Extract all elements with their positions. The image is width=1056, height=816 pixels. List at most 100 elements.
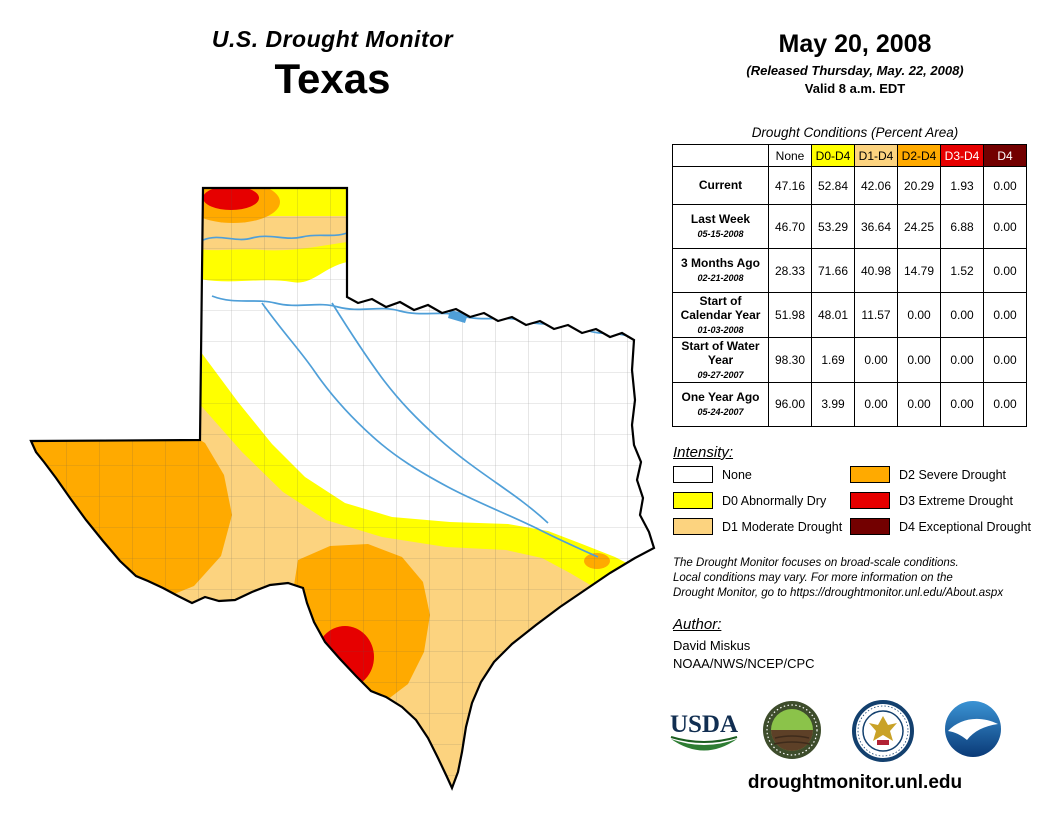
doc-eagle xyxy=(869,716,897,741)
legend-item-d1: D1 Moderate Drought xyxy=(673,518,843,535)
value-cell: 40.98 xyxy=(854,248,898,293)
col-header-d2-d4: D2-D4 xyxy=(897,144,941,167)
table-row-current: Current 47.16 52.84 42.06 20.29 1.93 0.0… xyxy=(672,166,1027,205)
value-cell: 46.70 xyxy=(768,204,812,249)
value-cell: 48.01 xyxy=(811,292,855,338)
table-corner-cell xyxy=(672,144,769,167)
usda-logo: USDA xyxy=(670,711,738,751)
ndmc-logo xyxy=(763,701,821,759)
ndmc-furrows xyxy=(773,735,811,745)
table-caption: Drought Conditions (Percent Area) xyxy=(751,125,959,140)
legend-item-d0: D0 Abnormally Dry xyxy=(673,492,843,509)
legend-column-1: None D0 Abnormally Dry D1 Moderate Droug… xyxy=(673,466,843,544)
report-date: May 20, 2008 xyxy=(778,30,932,58)
date-block: May 20, 2008 (Released Thursday, May. 22… xyxy=(690,30,1020,96)
usda-underline xyxy=(670,736,738,743)
disclaimer: The Drought Monitor focuses on broad-sca… xyxy=(673,556,1038,602)
noaa-seagull xyxy=(948,718,998,740)
value-cell: 96.00 xyxy=(768,381,812,427)
value-cell: 24.25 xyxy=(897,204,941,249)
value-cell: 0.00 xyxy=(983,381,1027,427)
row-label: Last Week 05-15-2008 xyxy=(672,204,769,249)
table-row-start-water-year: Start of Water Year 09-27-2007 98.30 1.69… xyxy=(672,336,1027,383)
legend-item-d2: D2 Severe Drought xyxy=(850,466,1040,483)
legend-column-2: D2 Severe Drought D3 Extreme Drought D4 … xyxy=(850,466,1040,544)
col-header-d1-d4: D1-D4 xyxy=(854,144,898,167)
d3-swatch xyxy=(850,492,890,509)
doc-ring-text xyxy=(857,705,909,757)
value-cell: 0.00 xyxy=(983,166,1027,205)
table-row-one-year-ago: One Year Ago 05-24-2007 96.00 3.99 0.00 0… xyxy=(672,381,1027,427)
usda-swoosh xyxy=(671,739,737,751)
d4-swatch xyxy=(850,518,890,535)
author-name: David Miskus xyxy=(673,638,751,653)
value-cell: 28.33 xyxy=(768,248,812,293)
value-cell: 53.29 xyxy=(811,204,855,249)
value-cell: 52.84 xyxy=(811,166,855,205)
value-cell: 0.00 xyxy=(854,336,898,383)
release-date: (Released Thursday, May. 22, 2008) xyxy=(746,63,964,78)
value-cell: 11.57 xyxy=(854,292,898,338)
value-cell: 71.66 xyxy=(811,248,855,293)
value-cell: 1.93 xyxy=(940,166,984,205)
commerce-seal-logo xyxy=(852,700,914,762)
d2-swatch xyxy=(850,466,890,483)
d0-swatch xyxy=(673,492,713,509)
value-cell: 0.00 xyxy=(983,336,1027,383)
river-canadian xyxy=(202,232,348,241)
value-cell: 0.00 xyxy=(983,292,1027,338)
valid-time: Valid 8 a.m. EDT xyxy=(804,81,906,96)
value-cell: 1.69 xyxy=(811,336,855,383)
app-title: U.S. Drought Monitor xyxy=(211,26,454,52)
col-header-d0-d4: D0-D4 xyxy=(811,144,855,167)
value-cell: 3.99 xyxy=(811,381,855,427)
value-cell: 0.00 xyxy=(983,248,1027,293)
d1-swatch xyxy=(673,518,713,535)
ndmc-ring-text xyxy=(766,704,818,756)
table-header-row: None D0-D4 D1-D4 D2-D4 D3-D4 D4 xyxy=(672,144,1027,167)
row-label: Current xyxy=(672,166,769,205)
value-cell: 1.52 xyxy=(940,248,984,293)
legend-heading: Intensity: xyxy=(673,444,734,461)
river-brazos xyxy=(261,302,599,558)
col-header-none: None xyxy=(768,144,812,167)
value-cell: 0.00 xyxy=(940,381,984,427)
value-cell: 51.98 xyxy=(768,292,812,338)
texas-outline xyxy=(29,186,656,791)
ndmc-soil xyxy=(771,730,813,751)
value-cell: 0.00 xyxy=(940,292,984,338)
value-cell: 42.06 xyxy=(854,166,898,205)
drought-conditions-table: None D0-D4 D1-D4 D2-D4 D3-D4 D4 Current … xyxy=(672,144,1027,427)
value-cell: 0.00 xyxy=(940,336,984,383)
none-swatch xyxy=(673,466,713,483)
table-row-last-week: Last Week 05-15-2008 46.70 53.29 36.64 24… xyxy=(672,204,1027,249)
value-cell: 14.79 xyxy=(897,248,941,293)
table-row-3-months-ago: 3 Months Ago 02-21-2008 28.33 71.66 40.98… xyxy=(672,248,1027,293)
noaa-logo xyxy=(945,701,1001,757)
texas-drought-map xyxy=(29,186,656,791)
author-org: NOAA/NWS/NCEP/CPC xyxy=(673,656,815,671)
col-header-d4: D4 xyxy=(983,144,1027,167)
author-heading: Author: xyxy=(673,616,722,633)
county-grid xyxy=(31,188,654,788)
value-cell: 20.29 xyxy=(897,166,941,205)
value-cell: 6.88 xyxy=(940,204,984,249)
river-colorado xyxy=(331,302,549,524)
usda-wordmark: USDA xyxy=(670,711,738,738)
drought-regions xyxy=(31,188,654,788)
footer-url-link[interactable]: droughtmonitor.unl.edu xyxy=(747,772,963,793)
value-cell: 98.30 xyxy=(768,336,812,383)
table-row-start-calendar-year: Start of Calendar Year 01-03-2008 51.98 4… xyxy=(672,292,1027,338)
legend-item-d3: D3 Extreme Drought xyxy=(850,492,1040,509)
row-label: Start of Calendar Year 01-03-2008 xyxy=(672,292,769,338)
value-cell: 47.16 xyxy=(768,166,812,205)
value-cell: 0.00 xyxy=(854,381,898,427)
row-label: 3 Months Ago 02-21-2008 xyxy=(672,248,769,293)
row-label: One Year Ago 05-24-2007 xyxy=(672,381,769,427)
disclaimer-line-3: Drought Monitor, go to https://droughtmo… xyxy=(673,587,1004,600)
disclaimer-line-1: The Drought Monitor focuses on broad-sca… xyxy=(673,557,959,569)
disclaimer-line-2: Local conditions may vary. For more info… xyxy=(673,572,953,585)
value-cell: 0.00 xyxy=(897,336,941,383)
row-label: Start of Water Year 09-27-2007 xyxy=(672,336,769,383)
col-header-d3-d4: D3-D4 xyxy=(940,144,984,167)
